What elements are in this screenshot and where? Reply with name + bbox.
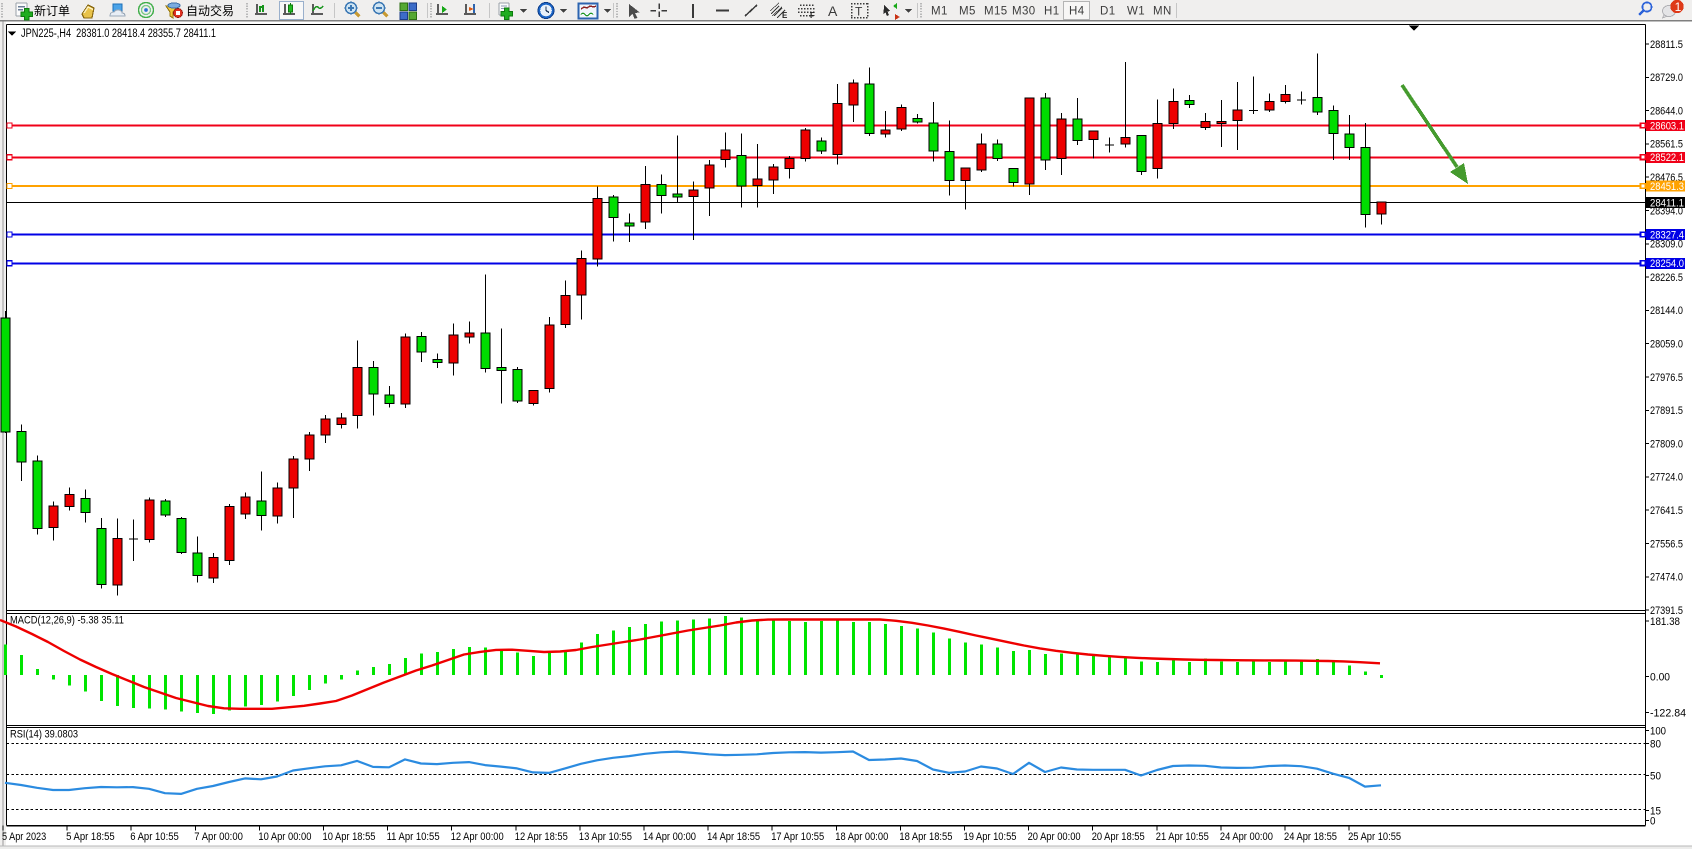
svg-text:10 Apr 00:00: 10 Apr 00:00	[258, 831, 311, 843]
svg-text:28309.0: 28309.0	[1650, 239, 1683, 251]
svg-text:MN: MN	[1153, 6, 1172, 18]
svg-text:100: 100	[1650, 725, 1666, 737]
svg-text:28254.0: 28254.0	[1650, 258, 1684, 270]
svg-text:W1: W1	[1127, 6, 1145, 18]
svg-text:20 Apr 00:00: 20 Apr 00:00	[1028, 831, 1081, 843]
svg-text:24 Apr 18:55: 24 Apr 18:55	[1284, 831, 1337, 843]
svg-text:18 Apr 00:00: 18 Apr 00:00	[835, 831, 888, 843]
svg-text:28394.0: 28394.0	[1650, 205, 1683, 217]
svg-text:0.00: 0.00	[1650, 671, 1670, 683]
svg-text:28811.5: 28811.5	[1650, 39, 1683, 51]
svg-text:20 Apr 18:55: 20 Apr 18:55	[1092, 831, 1145, 843]
svg-text:M1: M1	[931, 6, 948, 18]
svg-text:27474.0: 27474.0	[1650, 572, 1683, 584]
svg-text:24 Apr 00:00: 24 Apr 00:00	[1220, 831, 1273, 843]
svg-text:5 Apr 18:55: 5 Apr 18:55	[66, 831, 115, 843]
svg-text:H1: H1	[1044, 6, 1060, 18]
svg-text:18 Apr 18:55: 18 Apr 18:55	[899, 831, 952, 843]
svg-text:H4: H4	[1069, 6, 1085, 18]
svg-text:21 Apr 10:55: 21 Apr 10:55	[1156, 831, 1209, 843]
svg-text:E: E	[782, 11, 788, 20]
svg-text:28059.0: 28059.0	[1650, 339, 1683, 351]
svg-text:27809.0: 27809.0	[1650, 438, 1683, 450]
svg-text:新订单: 新订单	[34, 3, 70, 18]
svg-text:12 Apr 00:00: 12 Apr 00:00	[451, 831, 504, 843]
svg-text:27976.5: 27976.5	[1650, 372, 1683, 384]
svg-text:15: 15	[1650, 805, 1661, 817]
svg-text:MACD(12,26,9) -5.38 35.11: MACD(12,26,9) -5.38 35.11	[10, 615, 124, 627]
svg-text:28226.5: 28226.5	[1650, 272, 1683, 284]
svg-text:D1: D1	[1100, 6, 1116, 18]
svg-text:自动交易: 自动交易	[186, 3, 234, 18]
svg-text:28603.1: 28603.1	[1650, 120, 1684, 132]
svg-text:0: 0	[1650, 815, 1656, 827]
svg-text:28522.1: 28522.1	[1650, 152, 1684, 164]
svg-text:27891.5: 27891.5	[1650, 405, 1683, 417]
svg-text:28144.0: 28144.0	[1650, 305, 1683, 317]
svg-text:28451.3: 28451.3	[1650, 181, 1684, 193]
svg-text:5 Apr 2023: 5 Apr 2023	[2, 831, 46, 843]
svg-text:M30: M30	[1012, 6, 1036, 18]
svg-text:27724.0: 27724.0	[1650, 472, 1683, 484]
svg-text:14 Apr 18:55: 14 Apr 18:55	[707, 831, 760, 843]
svg-text:RSI(14) 39.0803: RSI(14) 39.0803	[10, 729, 78, 741]
svg-text:28327.4: 28327.4	[1650, 229, 1684, 241]
svg-text:A: A	[828, 3, 838, 19]
svg-text:27556.5: 27556.5	[1650, 538, 1683, 550]
svg-text:25 Apr 10:55: 25 Apr 10:55	[1348, 831, 1401, 843]
svg-text:80: 80	[1650, 738, 1661, 750]
svg-text:27641.5: 27641.5	[1650, 505, 1683, 517]
svg-text:10 Apr 18:55: 10 Apr 18:55	[323, 831, 376, 843]
svg-text:28729.0: 28729.0	[1650, 72, 1683, 84]
svg-text:19 Apr 10:55: 19 Apr 10:55	[964, 831, 1017, 843]
svg-text:7 Apr 00:00: 7 Apr 00:00	[194, 831, 243, 843]
svg-text:1: 1	[1675, 0, 1682, 14]
svg-text:T: T	[855, 5, 863, 19]
svg-text:181.38: 181.38	[1650, 616, 1680, 628]
svg-text:28411.1: 28411.1	[1650, 197, 1684, 209]
svg-text:50: 50	[1650, 770, 1661, 782]
svg-text:6 Apr 10:55: 6 Apr 10:55	[130, 831, 179, 843]
svg-text:11 Apr 10:55: 11 Apr 10:55	[387, 831, 440, 843]
svg-text:13 Apr 10:55: 13 Apr 10:55	[579, 831, 632, 843]
svg-text:-122.84: -122.84	[1650, 707, 1686, 719]
svg-text:28561.5: 28561.5	[1650, 139, 1683, 151]
svg-text:17 Apr 10:55: 17 Apr 10:55	[771, 831, 824, 843]
svg-text:JPN225-,H4 28381.0 28418.4 28: JPN225-,H4 28381.0 28418.4 28355.7 28411…	[21, 28, 216, 40]
svg-text:M15: M15	[984, 6, 1008, 18]
svg-text:12 Apr 18:55: 12 Apr 18:55	[515, 831, 568, 843]
svg-text:M5: M5	[959, 6, 976, 18]
svg-text:28644.0: 28644.0	[1650, 105, 1683, 117]
svg-text:F: F	[810, 11, 815, 20]
svg-text:27391.5: 27391.5	[1650, 605, 1683, 617]
svg-text:14 Apr 00:00: 14 Apr 00:00	[643, 831, 696, 843]
